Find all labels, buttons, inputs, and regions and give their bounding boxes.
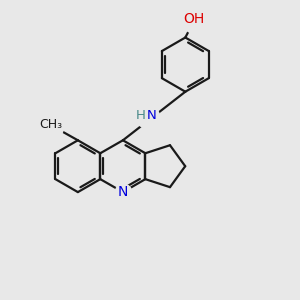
Text: OH: OH	[184, 12, 205, 26]
Text: CH₃: CH₃	[39, 118, 62, 131]
Text: N: N	[146, 109, 156, 122]
Text: N: N	[118, 185, 128, 199]
Text: H: H	[136, 109, 146, 122]
